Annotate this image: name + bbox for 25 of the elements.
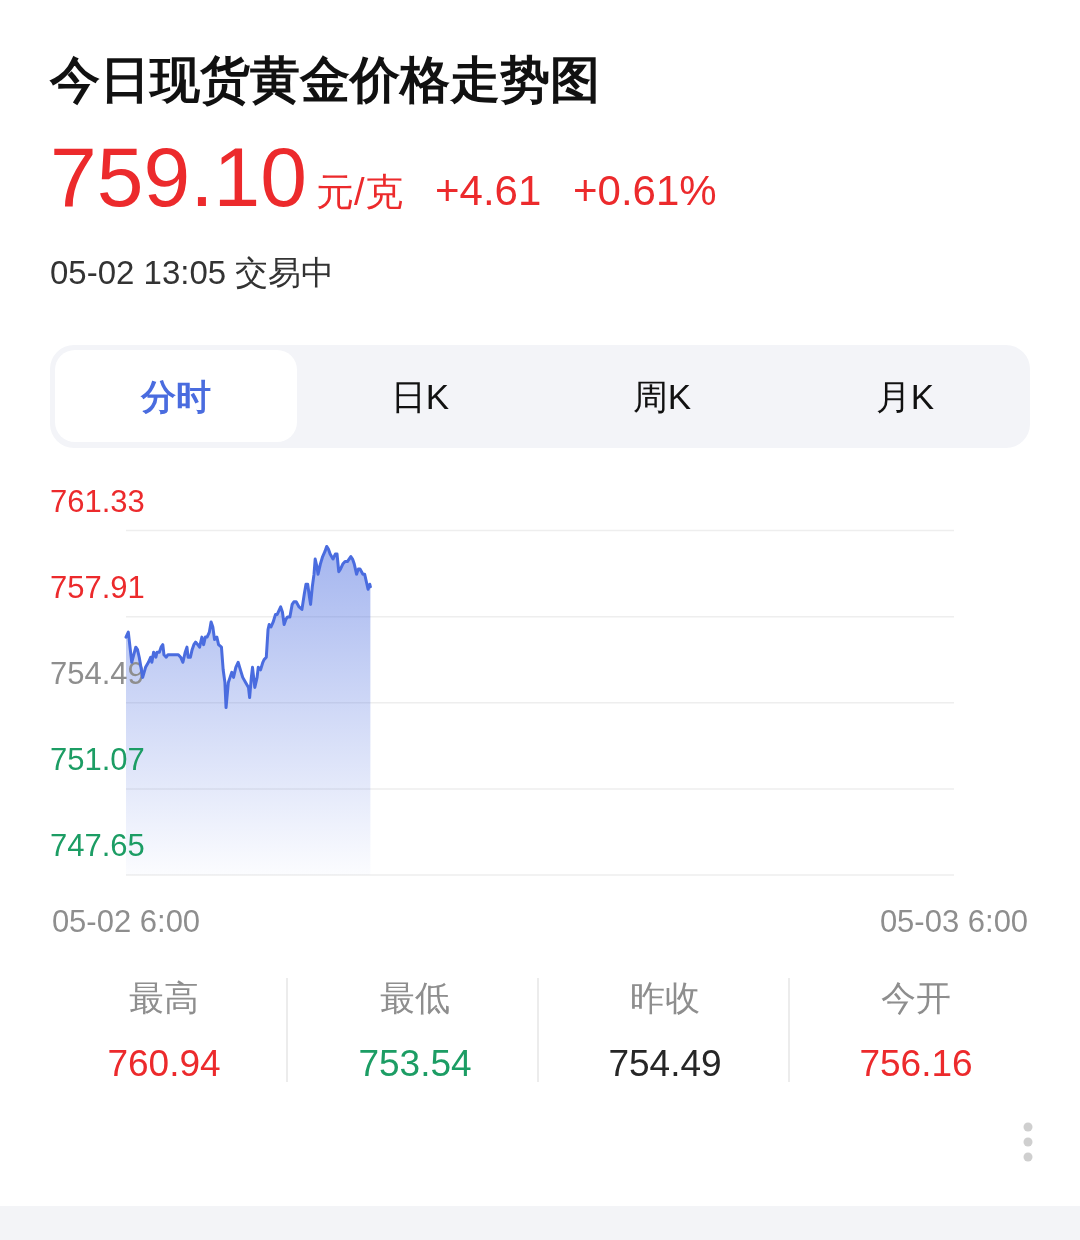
text: +0.61% [573, 167, 717, 214]
text: 分时 [140, 377, 211, 416]
text: 753.54 [358, 1043, 472, 1084]
y-tick-label: 747.65 [50, 828, 145, 863]
y-tick-label: 751.07 [50, 741, 145, 777]
x-tick-label: 05-02 6:00 [51, 904, 201, 939]
chart-title: 今日现货黄金价格走势图 [49, 52, 600, 108]
text: 759.10 [50, 130, 307, 224]
y-tick-label: 757.91 [50, 569, 145, 605]
text: 最高 [129, 978, 199, 1017]
text: 昨收 [630, 978, 700, 1017]
x-tick-label: 05-03 6:00 [879, 904, 1029, 939]
text: 756.16 [859, 1043, 973, 1084]
text: 760.94 [107, 1043, 221, 1084]
y-tick-label: 754.49 [50, 655, 145, 691]
text: 754.49 [608, 1043, 722, 1084]
text: 05-02 13:05 交易中 [50, 254, 335, 291]
text: 今开 [881, 978, 951, 1017]
text: 周K [632, 377, 692, 416]
text: 月K [875, 377, 935, 416]
y-tick-label: 761.33 [50, 483, 145, 519]
text: 元/克 [316, 171, 403, 213]
text: 最低 [380, 978, 450, 1017]
text: 日K [390, 377, 450, 416]
text: +4.61 [435, 167, 542, 214]
